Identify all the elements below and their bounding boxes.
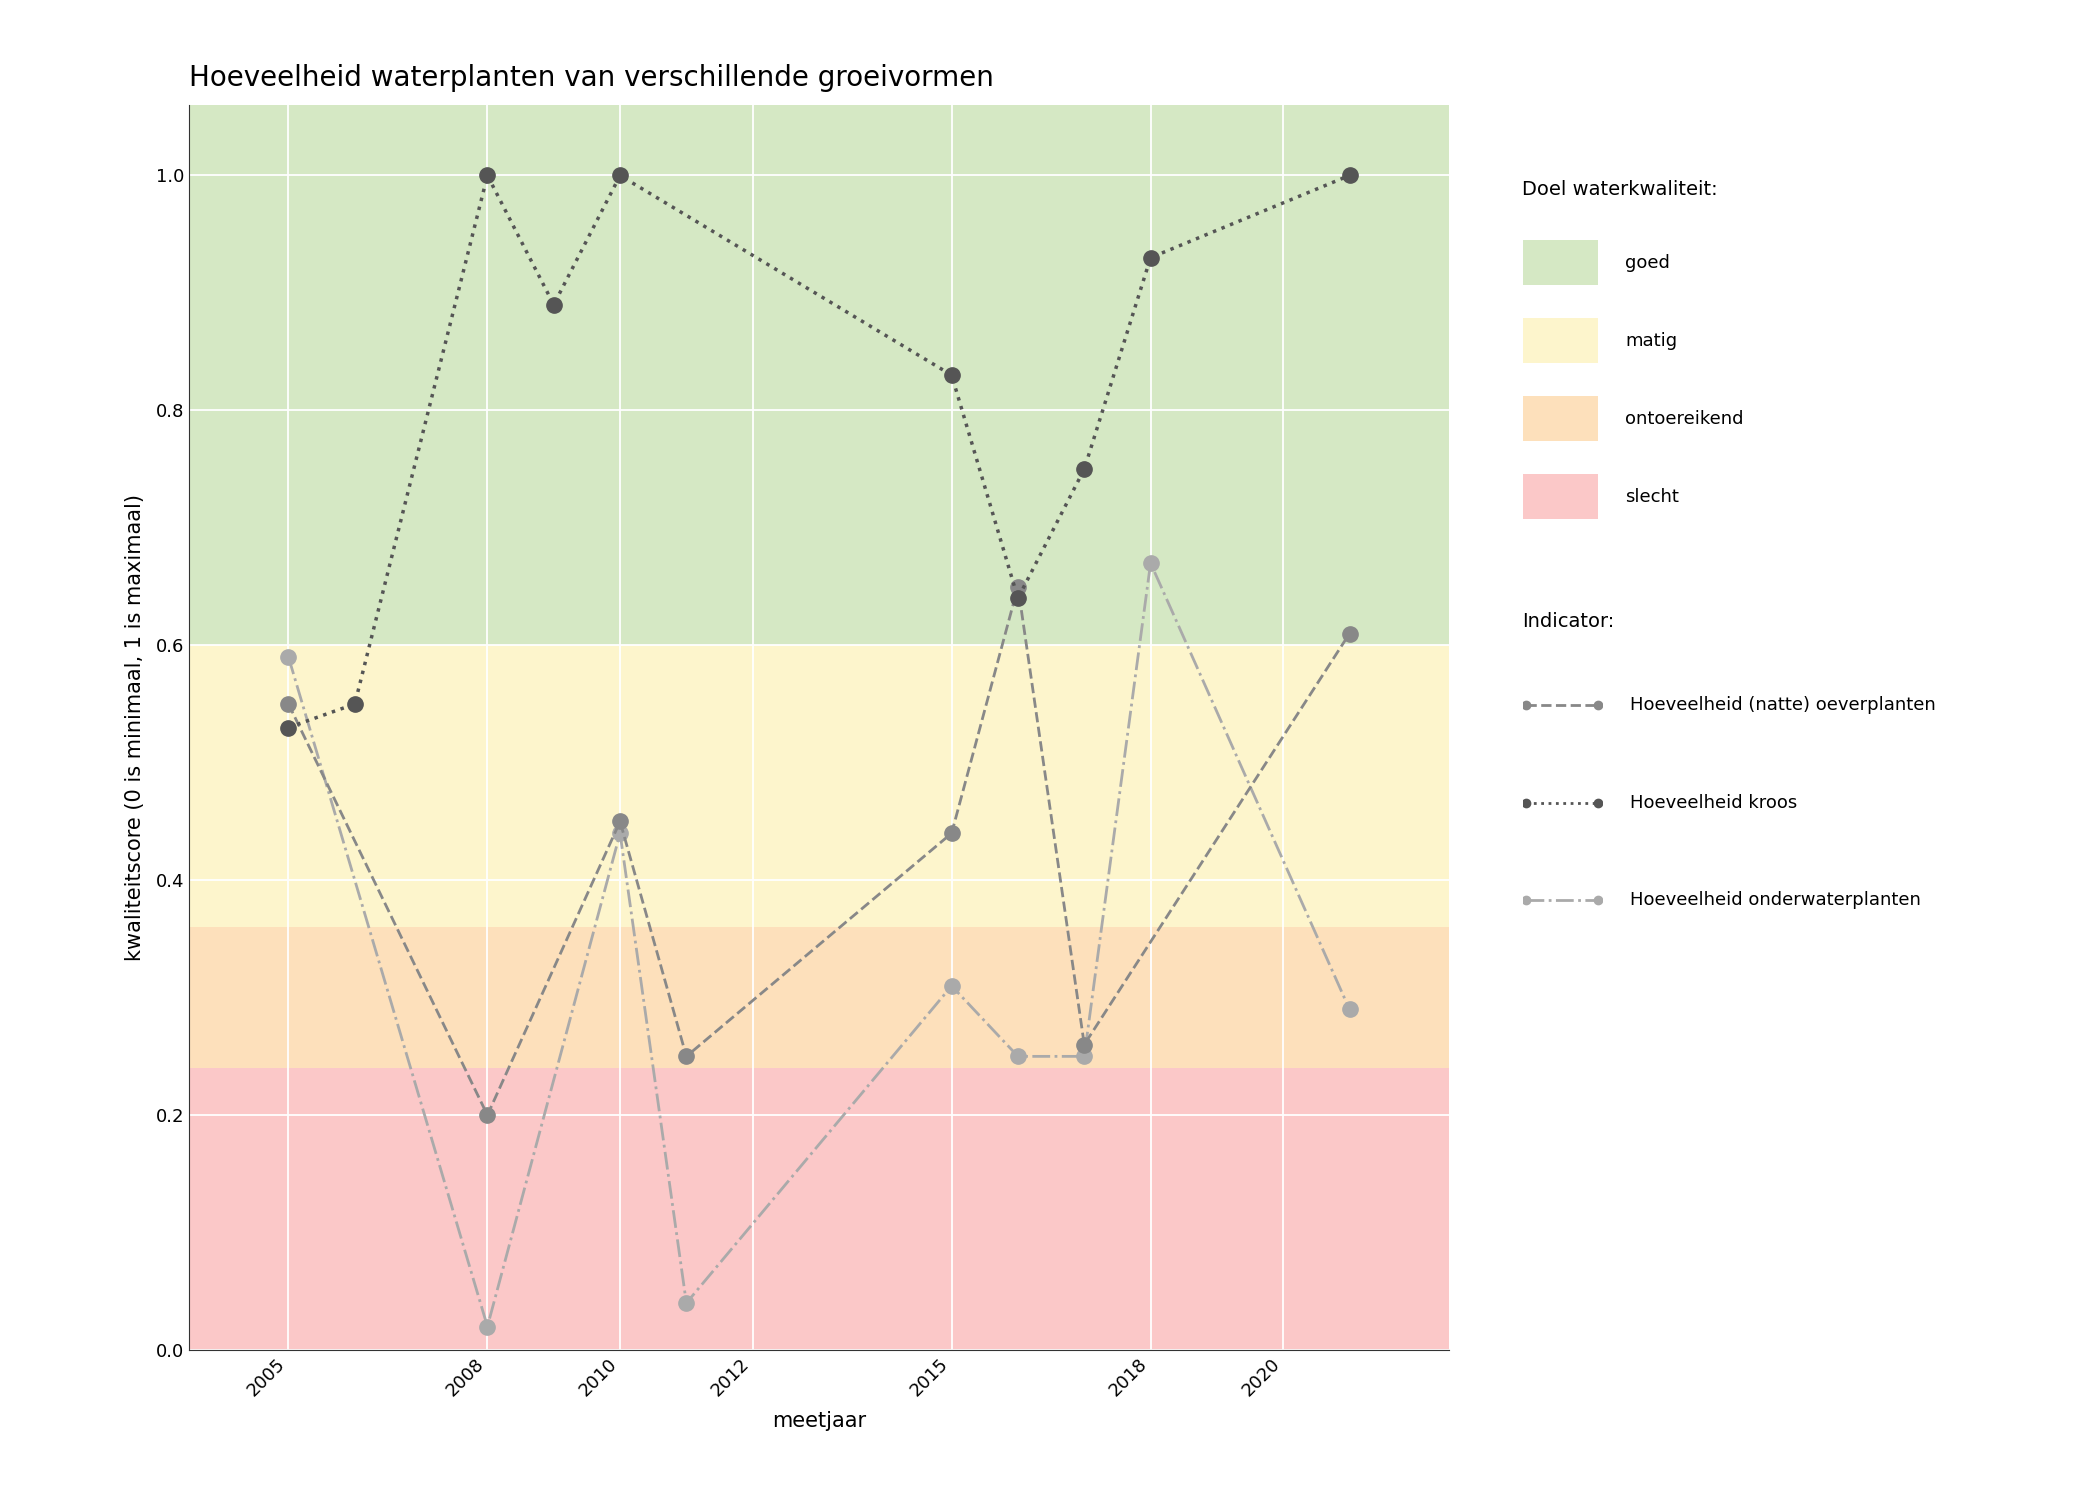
X-axis label: meetjaar: meetjaar — [773, 1412, 865, 1431]
Hoeveelheid kroos — [342, 694, 368, 712]
Hoeveelheid kroos — [275, 718, 300, 736]
Text: matig: matig — [1625, 332, 1678, 350]
Hoeveelheid (natte) oeverplanten — [1006, 578, 1031, 596]
Hoeveelheid kroos — [542, 296, 567, 314]
Text: slecht: slecht — [1625, 488, 1680, 506]
Hoeveelheid kroos — [1006, 590, 1031, 608]
Line: Hoeveelheid (natte) oeverplanten: Hoeveelheid (natte) oeverplanten — [281, 579, 1357, 1122]
Text: Hoeveelheid onderwaterplanten: Hoeveelheid onderwaterplanten — [1630, 891, 1922, 909]
Hoeveelheid onderwaterplanten — [475, 1317, 500, 1335]
Bar — [189, 1068, 1449, 1350]
Hoeveelheid onderwaterplanten — [674, 1294, 699, 1312]
Text: goed: goed — [1625, 254, 1670, 272]
Hoeveelheid (natte) oeverplanten — [939, 824, 964, 842]
Hoeveelheid onderwaterplanten — [1138, 554, 1163, 572]
Text: Indicator:: Indicator: — [1522, 612, 1615, 632]
Hoeveelheid onderwaterplanten — [607, 824, 632, 842]
Hoeveelheid kroos — [607, 166, 632, 184]
Hoeveelheid (natte) oeverplanten — [1071, 1035, 1096, 1053]
Hoeveelheid kroos — [475, 166, 500, 184]
Text: Hoeveelheid (natte) oeverplanten: Hoeveelheid (natte) oeverplanten — [1630, 696, 1936, 714]
Bar — [189, 105, 1449, 645]
Text: Hoeveelheid waterplanten van verschillende groeivormen: Hoeveelheid waterplanten van verschillen… — [189, 63, 993, 92]
Text: Hoeveelheid kroos: Hoeveelheid kroos — [1630, 794, 1798, 812]
Hoeveelheid onderwaterplanten — [939, 976, 964, 994]
Y-axis label: kwaliteitscore (0 is minimaal, 1 is maximaal): kwaliteitscore (0 is minimaal, 1 is maxi… — [124, 494, 145, 962]
Hoeveelheid onderwaterplanten — [1006, 1047, 1031, 1065]
Line: Hoeveelheid kroos: Hoeveelheid kroos — [281, 168, 1357, 735]
Hoeveelheid (natte) oeverplanten — [674, 1047, 699, 1065]
Line: Hoeveelheid onderwaterplanten: Hoeveelheid onderwaterplanten — [281, 555, 1357, 1334]
Hoeveelheid (natte) oeverplanten — [475, 1106, 500, 1124]
Hoeveelheid kroos — [939, 366, 964, 384]
Hoeveelheid (natte) oeverplanten — [275, 694, 300, 712]
Hoeveelheid (natte) oeverplanten — [1338, 624, 1363, 642]
Hoeveelheid onderwaterplanten — [1338, 1000, 1363, 1018]
Text: ontoereikend: ontoereikend — [1625, 410, 1743, 428]
Hoeveelheid kroos — [1338, 166, 1363, 184]
Hoeveelheid kroos — [1071, 460, 1096, 478]
Hoeveelheid onderwaterplanten — [1071, 1047, 1096, 1065]
Bar — [189, 645, 1449, 927]
Text: Doel waterkwaliteit:: Doel waterkwaliteit: — [1522, 180, 1718, 200]
Hoeveelheid (natte) oeverplanten — [607, 813, 632, 831]
Hoeveelheid onderwaterplanten — [275, 648, 300, 666]
Hoeveelheid kroos — [1138, 249, 1163, 267]
Bar — [189, 927, 1449, 1068]
